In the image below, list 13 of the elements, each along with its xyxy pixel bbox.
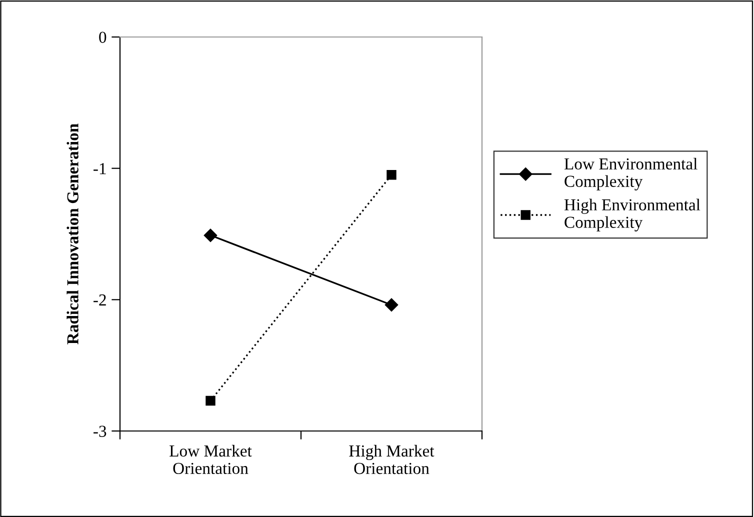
point xyxy=(204,228,218,242)
legend-label: High Environmental Complexity xyxy=(564,198,700,232)
point xyxy=(206,396,216,406)
y-tick-label: 0 xyxy=(99,32,106,43)
legend-label: Low Environmental Complexity xyxy=(564,158,698,190)
y-tick-label: -2 xyxy=(94,294,106,306)
x-tick-label: High Market Orientation xyxy=(349,444,434,474)
point xyxy=(386,170,396,180)
y-tick-label: -3 xyxy=(94,426,106,437)
y-tick-label: -1 xyxy=(94,163,106,174)
x-tick-label: Low Market Orientation xyxy=(170,444,252,474)
point xyxy=(384,298,398,312)
y-axis-title: Radical Innovation Generation xyxy=(66,124,78,344)
